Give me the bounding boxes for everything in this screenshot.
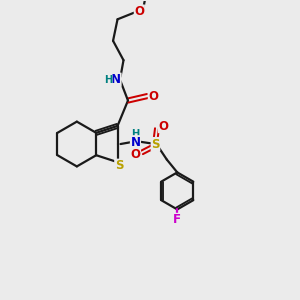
Text: S: S [115,159,123,172]
Text: N: N [130,136,140,149]
Text: O: O [130,148,140,161]
Text: O: O [158,120,169,133]
Text: F: F [173,213,181,226]
Text: N: N [111,73,121,86]
Text: S: S [151,137,160,151]
Text: O: O [148,89,158,103]
Text: H: H [104,75,112,85]
Text: O: O [134,5,144,18]
Text: H: H [131,129,140,139]
